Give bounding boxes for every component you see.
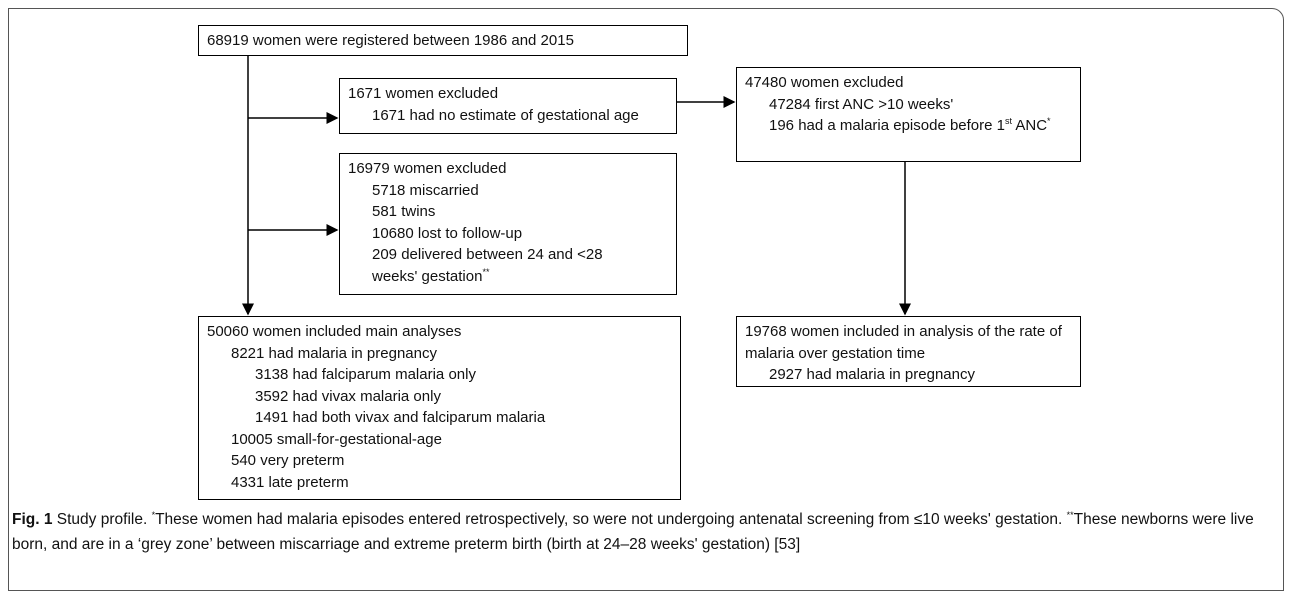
box-text: 68919 women were registered between 1986… — [207, 32, 574, 49]
footnote-mark: ** — [482, 266, 490, 277]
caption-title: Study profile. — [52, 511, 152, 528]
box-item: 540 very preterm — [231, 452, 345, 469]
box-title: 50060 women included main analyses — [207, 323, 462, 340]
caption: Fig. 1 Study profile. *These women had m… — [12, 508, 1280, 557]
caption-note: These women had malaria episodes entered… — [155, 511, 1067, 528]
box-item: 8221 had malaria in pregnancy — [231, 344, 437, 362]
box-item: 2927 had malaria in pregnancy — [769, 366, 975, 383]
caption-note: These newborns were live born, and are i… — [12, 511, 1254, 553]
box-item: 581 twins — [372, 203, 436, 220]
box-item: 5718 miscarried — [372, 181, 479, 199]
box-title: 1671 women excluded — [348, 85, 499, 102]
item-text: 209 delivered between 24 and <28 weeks' … — [372, 246, 603, 285]
superscript: st — [1005, 116, 1013, 126]
box-item: 3592 had vivax malaria only — [255, 387, 441, 405]
figure-frame — [8, 8, 1284, 591]
footnote-mark: ** — [1066, 509, 1074, 520]
excluded-box: 47480 women excluded 47284 first ANC >10… — [736, 67, 1081, 162]
box-item: 1491 had both vivax and falciparum malar… — [255, 409, 546, 426]
box-title: 19768 women included in analysis of the … — [745, 323, 1062, 362]
footnote-mark: * — [1047, 116, 1051, 126]
box-item: 47284 first ANC >10 weeks' — [769, 95, 954, 113]
registered-box: 68919 women were registered between 1986… — [198, 25, 688, 56]
box-item: 209 delivered between 24 and <28 weeks' … — [348, 244, 612, 287]
box-item: 196 had a malaria episode before 1st ANC… — [745, 115, 1072, 137]
rate-box: 19768 women included in analysis of the … — [736, 316, 1081, 387]
item-text: 196 had a malaria episode before 1 — [769, 117, 1006, 134]
box-title: 47480 women excluded — [745, 74, 904, 91]
box-item: 1671 had no estimate of gestational age — [372, 106, 639, 124]
box-item: 4331 late preterm — [231, 473, 349, 491]
box-item: 10680 lost to follow-up — [372, 224, 523, 242]
box-item: 10005 small-for-gestational-age — [231, 430, 442, 448]
main-box: 50060 women included main analyses 8221 … — [198, 316, 681, 500]
box-item: 3138 had falciparum malaria only — [255, 366, 476, 383]
box-title: 16979 women excluded — [348, 160, 507, 177]
footnote-mark: * — [151, 509, 156, 520]
excluded-box: 16979 women excluded 5718 miscarried 581… — [339, 153, 677, 295]
caption-label: Fig. 1 — [12, 511, 53, 528]
excluded-box: 1671 women excluded 1671 had no estimate… — [339, 78, 677, 134]
item-text: ANC — [1012, 117, 1048, 134]
